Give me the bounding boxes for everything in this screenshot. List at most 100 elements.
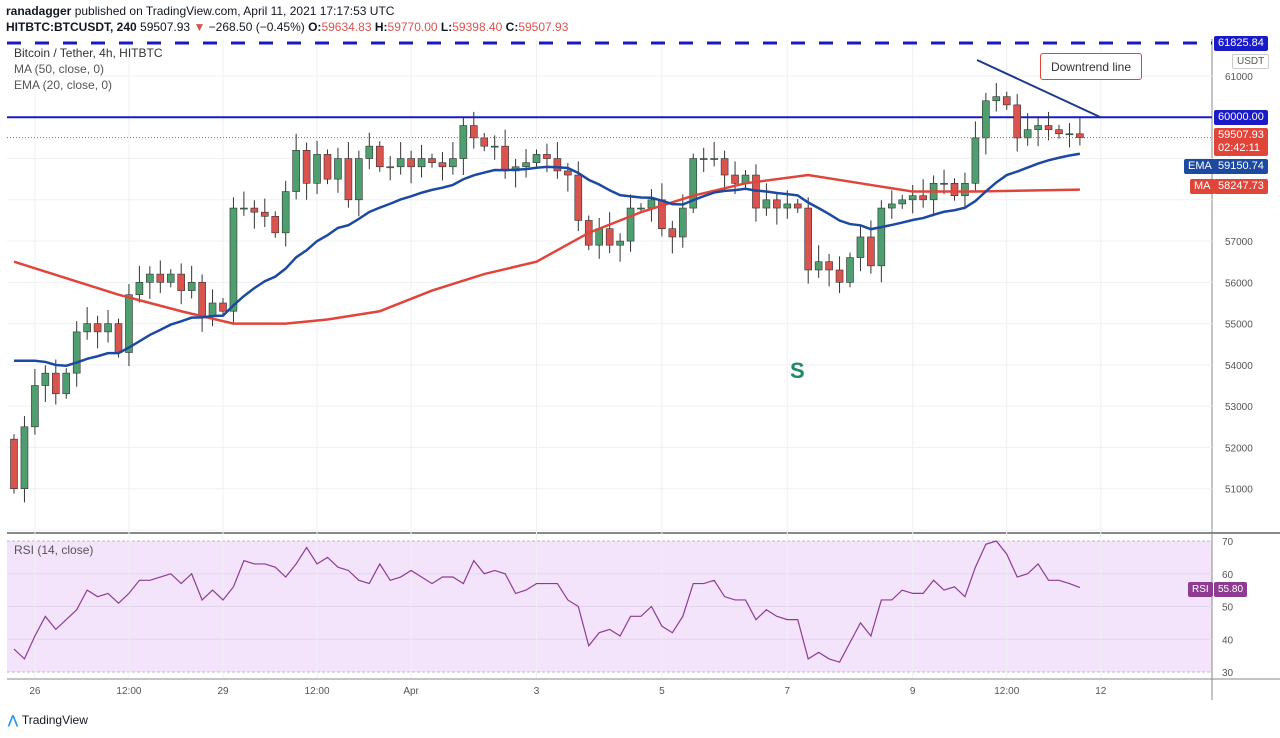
y-tick-label: 61000	[1225, 72, 1253, 83]
ma50-line	[13, 173, 1080, 325]
y-tick-label: 56000	[1225, 278, 1253, 289]
candle-up	[846, 257, 854, 283]
candle-up	[982, 100, 990, 139]
candle-up	[146, 273, 154, 283]
candle-up	[814, 261, 823, 271]
candle-up	[522, 162, 530, 168]
candle-up	[240, 207, 248, 210]
rsi-tick-label: 40	[1222, 635, 1234, 646]
candle-up	[313, 154, 321, 184]
candle-up	[898, 199, 907, 205]
x-tick-label: 26	[29, 686, 41, 697]
rsi-tick-label: 50	[1222, 603, 1234, 614]
candle-up	[396, 158, 405, 168]
candle-up	[626, 207, 635, 242]
ema-value: 59150.74	[1214, 159, 1268, 174]
candle-down	[825, 261, 833, 271]
bar-countdown: 02:42:11	[1218, 142, 1261, 154]
candle-down	[804, 207, 813, 271]
candle-up	[166, 273, 175, 283]
candle-up	[281, 191, 290, 234]
x-tick-label: 12:00	[305, 686, 330, 697]
candle-down	[428, 158, 436, 163]
currency-label[interactable]: USDT	[1232, 54, 1270, 69]
y-tick-label: 53000	[1225, 402, 1253, 413]
candle-up	[334, 158, 342, 180]
candle-down	[668, 228, 677, 238]
candle-up	[62, 372, 71, 395]
x-tick-label: 12	[1095, 686, 1107, 697]
candle-up	[72, 331, 81, 374]
candle-down	[250, 207, 259, 213]
candle-down	[605, 228, 614, 246]
last-price: 59507.93	[140, 20, 191, 34]
candle-down	[302, 149, 311, 184]
candle-up	[459, 125, 468, 159]
candle-up	[135, 282, 144, 296]
candle-down	[950, 183, 959, 196]
candle-up	[41, 372, 50, 386]
downtrend-callout[interactable]: Downtrend line	[1040, 53, 1142, 80]
candle-up	[961, 183, 969, 196]
symbol-info: HITBTC:BTCUSDT, 240 59507.93 ▼ −268.50 (…	[6, 20, 568, 34]
candle-up	[208, 302, 217, 316]
candle-up	[762, 199, 771, 209]
candle-down	[1002, 96, 1011, 106]
candle-up	[125, 294, 133, 353]
x-tick-label: 12:00	[994, 686, 1019, 697]
ma-tag: MA	[1190, 179, 1215, 194]
candle-up	[637, 207, 645, 210]
candle-down	[51, 372, 60, 395]
symbol: HITBTC:BTCUSDT, 240	[6, 20, 137, 34]
low-value: 59398.40	[452, 20, 503, 34]
x-tick-label: 29	[217, 686, 229, 697]
candle-down	[543, 154, 551, 159]
down-arrow-icon: ▼	[193, 20, 206, 34]
candle-down	[553, 158, 562, 172]
low-label: L:	[440, 20, 453, 34]
rsi-tick-label: 30	[1222, 668, 1234, 679]
rsi-tick-label: 60	[1222, 570, 1234, 581]
legend-ema[interactable]: EMA (20, close, 0)	[14, 78, 113, 92]
candle-down	[720, 158, 729, 176]
candle-up	[877, 207, 886, 267]
candle-up	[532, 154, 541, 163]
candle-down	[323, 154, 332, 180]
legend-rsi[interactable]: RSI (14, close)	[14, 543, 94, 557]
candle-up	[887, 203, 896, 209]
legend-ma[interactable]: MA (50, close, 0)	[14, 62, 105, 76]
x-tick-label: 12:00	[116, 686, 141, 697]
candle-down	[1076, 133, 1084, 138]
candle-up	[1034, 125, 1042, 130]
high-label: H:	[374, 20, 388, 34]
x-tick-label: 5	[659, 686, 665, 697]
candle-down	[407, 158, 415, 168]
candle-up	[20, 426, 29, 490]
tradingview-logo[interactable]: ⋀ TradingView	[8, 713, 88, 727]
candle-down	[919, 195, 927, 201]
high-level-tag: 61825.84	[1214, 36, 1268, 51]
publish-info: ranadagger published on TradingView.com,…	[6, 4, 394, 18]
candle-up	[856, 236, 865, 258]
candle-up	[449, 158, 457, 168]
ema-tag: EMA	[1184, 159, 1216, 174]
candle-up	[595, 228, 604, 246]
candle-up	[992, 96, 1001, 102]
rsi-value: 55.80	[1214, 582, 1248, 597]
candle-down	[219, 302, 227, 312]
candle-down	[480, 137, 489, 147]
candle-down	[114, 323, 123, 353]
candle-down	[93, 323, 102, 333]
price-tag: 59507.93 02:42:11	[1214, 128, 1268, 156]
candle-down	[177, 273, 185, 291]
candle-down	[564, 170, 572, 176]
candle-up	[699, 158, 708, 160]
pattern-label[interactable]: S	[790, 358, 805, 383]
candle-up	[292, 149, 300, 192]
candle-down	[731, 174, 739, 184]
candle-up	[940, 183, 948, 185]
publisher[interactable]: ranadagger	[6, 4, 72, 18]
candle-up	[386, 166, 395, 169]
candle-down	[156, 273, 165, 283]
